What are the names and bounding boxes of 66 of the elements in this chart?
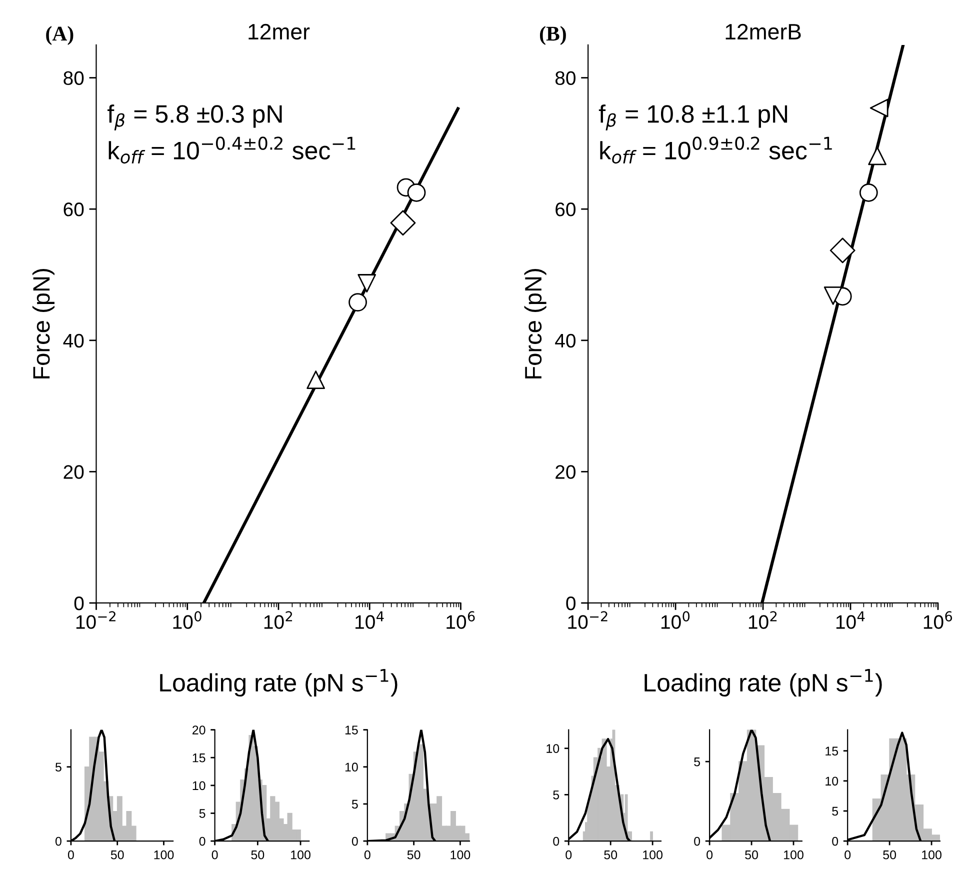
x-tick-label: 10$^{−2}$ [568, 611, 608, 629]
annotation: f$_{β}$ = 10.8 ±1.1 pN [598, 104, 788, 130]
y-tick-label: 5 [352, 800, 358, 809]
y-tick-label: 60 [556, 202, 576, 216]
x-tick-label: 10$^{2}$ [264, 611, 292, 629]
x-tick-label: 0 [706, 850, 713, 860]
y-axis-title: Force (pN) [524, 269, 546, 378]
x-tick-label: 50 [251, 850, 264, 860]
x-tick-label: 10$^{0}$ [173, 611, 202, 629]
x-tick-label: 50 [407, 850, 420, 860]
y-tick-label: 20 [64, 465, 84, 479]
annotation: k$_{off}$ = 10$^{−0.4±0.2}$ sec$^{−1}$ [108, 136, 356, 164]
x-tick-label: 10$^{6}$ [924, 611, 952, 629]
y-tick-label: 10 [192, 781, 206, 790]
x-tick-label: 100 [450, 850, 470, 860]
x-tick-label: 100 [291, 850, 310, 860]
y-tick-label: 40 [555, 334, 576, 348]
text: (A) [46, 26, 74, 45]
y-tick-label: 0 [199, 836, 206, 846]
x-tick-label: 10$^{4}$ [836, 611, 865, 629]
y-tick-label: 15 [826, 746, 838, 756]
x-tick-label: 100 [922, 850, 942, 860]
y-tick-label: 5 [694, 758, 700, 766]
x-tick-label: 10$^{2}$ [748, 611, 777, 629]
x-axis-title: Loading rate (pN s$^{−1}$) [644, 669, 882, 697]
y-tick-label: 10 [345, 762, 358, 772]
x-tick-label: 50 [745, 850, 758, 860]
y-tick-label: 0 [352, 836, 358, 846]
x-tick-label: 50 [883, 850, 896, 860]
annotation: f$_{β}$ = 5.8 ±0.3 pN [108, 104, 282, 130]
y-tick-label: 10 [826, 776, 838, 786]
y-tick-label: 0 [566, 596, 576, 610]
y-tick-label: 0 [74, 596, 84, 610]
x-tick-label: 50 [110, 850, 124, 860]
y-tick-label: 80 [555, 71, 576, 86]
x-tick-label: 10$^{−2}$ [76, 611, 116, 629]
y-tick-label: 15 [345, 726, 358, 734]
x-axis-title: Loading rate (pN s$^{−1}$) [160, 669, 398, 697]
y-axis-title: Force (pN) [32, 269, 54, 378]
y-tick-label: 10 [546, 744, 560, 753]
y-tick-label: 80 [64, 71, 84, 86]
chart-title: 12mer [248, 24, 310, 40]
x-tick-label: 0 [364, 850, 370, 860]
annotation: k$_{off}$ = 10$^{0.9±0.2}$ sec$^{−1}$ [600, 136, 832, 164]
x-tick-label: 10$^{0}$ [661, 611, 690, 629]
y-tick-label: 60 [64, 202, 84, 216]
y-tick-label: 20 [192, 726, 206, 734]
y-tick-label: 5 [55, 762, 62, 772]
x-tick-label: 10$^{6}$ [446, 611, 475, 629]
text: (B) [540, 26, 566, 45]
x-tick-label: 100 [643, 850, 663, 860]
y-tick-label: 5 [553, 790, 560, 800]
x-tick-label: 100 [784, 850, 804, 860]
y-tick-label: 0 [832, 836, 838, 846]
y-tick-label: 5 [832, 806, 838, 816]
x-tick-label: 50 [604, 850, 618, 860]
x-tick-label: 10$^{4}$ [356, 611, 384, 629]
x-tick-label: 100 [154, 850, 174, 860]
y-tick-label: 40 [63, 334, 84, 348]
chart-title: 12merB [726, 24, 801, 40]
x-tick-label: 0 [212, 850, 218, 860]
y-tick-label: 15 [192, 754, 206, 762]
y-tick-label: 5 [199, 809, 206, 818]
y-tick-label: 20 [556, 465, 576, 479]
y-tick-label: 0 [553, 836, 560, 846]
x-tick-label: 0 [844, 850, 851, 860]
